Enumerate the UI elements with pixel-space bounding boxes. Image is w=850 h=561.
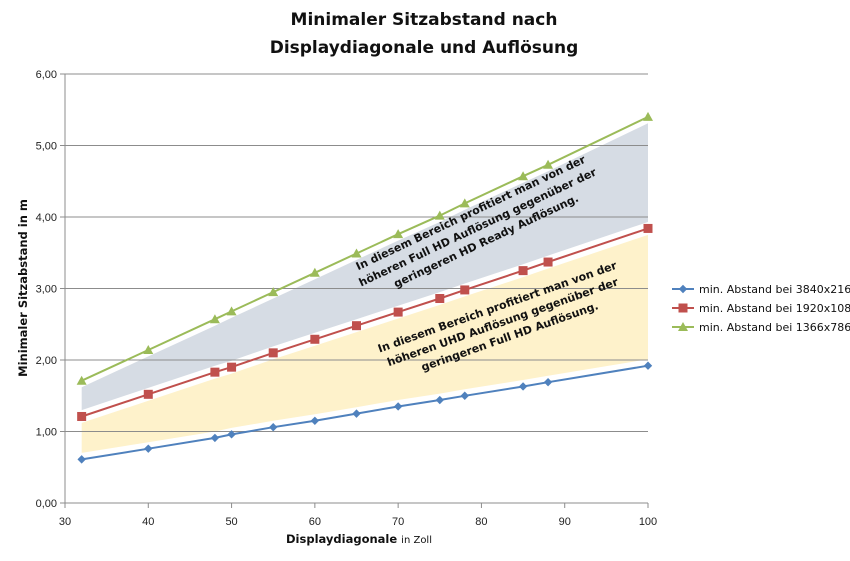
y-tick-label: 6,00 bbox=[36, 69, 57, 81]
data-point bbox=[435, 395, 444, 405]
data-point bbox=[309, 267, 320, 277]
data-point bbox=[393, 229, 404, 239]
data-point bbox=[459, 198, 470, 208]
data-point bbox=[435, 294, 445, 304]
data-point bbox=[226, 306, 237, 316]
series-min-abstand-bei-1366x786 bbox=[76, 111, 653, 385]
data-point bbox=[77, 411, 87, 421]
x-tick-label: 70 bbox=[392, 516, 404, 528]
data-point bbox=[77, 455, 86, 464]
data-point bbox=[209, 314, 220, 324]
data-point bbox=[518, 382, 528, 391]
x-axis-title: Displaydiagonale in Zoll bbox=[286, 532, 432, 546]
data-point bbox=[643, 111, 653, 121]
legend-item: min. Abstand bei 1920x1080 bbox=[672, 302, 850, 315]
data-point bbox=[352, 409, 361, 418]
legend-label: min. Abstand bei 1920x1080 bbox=[699, 302, 850, 315]
data-point bbox=[210, 367, 220, 377]
legend-item: min. Abstand bei 3840x2160 bbox=[672, 283, 850, 296]
y-tick-label: 2,00 bbox=[36, 355, 57, 367]
data-point bbox=[268, 287, 279, 297]
shaded-regions bbox=[81, 123, 648, 453]
data-point bbox=[643, 223, 653, 233]
x-axis-label-main: Displaydiagonale bbox=[286, 532, 397, 546]
chart-title-line-1: Minimaler Sitzabstand nach bbox=[291, 10, 558, 30]
legend-label: min. Abstand bei 3840x2160 bbox=[699, 283, 850, 296]
x-tick-label: 60 bbox=[309, 516, 321, 528]
legend-marker bbox=[678, 322, 688, 331]
data-point bbox=[268, 348, 278, 358]
data-point bbox=[643, 361, 653, 370]
y-tick-label: 1,00 bbox=[36, 427, 57, 439]
legend: min. Abstand bei 3840x2160 min. Abstand b… bbox=[672, 283, 850, 334]
data-point bbox=[227, 362, 237, 372]
data-point bbox=[543, 159, 554, 169]
data-point bbox=[310, 416, 320, 425]
series-min-abstand-bei-3840x2160 bbox=[77, 361, 653, 464]
x-tick-label: 90 bbox=[559, 516, 571, 528]
chart-title: Minimaler Sitzabstand nach Displaydiagon… bbox=[270, 10, 579, 58]
x-tick-labels: 30 40 50 60 70 80 90 100 bbox=[59, 516, 657, 528]
shaded-region-uhd bbox=[81, 234, 648, 453]
x-tick-label: 40 bbox=[142, 516, 154, 528]
x-tick-label: 100 bbox=[639, 516, 657, 528]
shaded-region-full-hd bbox=[81, 123, 648, 411]
x-tick-label: 50 bbox=[225, 516, 237, 528]
x-tick-label: 80 bbox=[475, 516, 487, 528]
data-point bbox=[518, 266, 528, 276]
y-tick-label: 5,00 bbox=[36, 141, 57, 153]
data-point bbox=[143, 344, 154, 354]
x-axis-label-unit: in Zoll bbox=[401, 535, 432, 546]
data-point bbox=[210, 433, 220, 443]
y-tick-label: 0,00 bbox=[36, 498, 57, 510]
legend-item: min. Abstand bei 1366x786 bbox=[672, 321, 850, 334]
data-point bbox=[351, 248, 362, 258]
x-tick-label: 30 bbox=[59, 516, 71, 528]
legend-marker bbox=[678, 303, 688, 313]
data-point bbox=[144, 444, 153, 453]
data-point bbox=[543, 257, 553, 267]
legend-marker bbox=[678, 284, 688, 294]
data-point bbox=[76, 375, 87, 385]
axes bbox=[60, 73, 649, 508]
y-tick-labels: 0,00 1,00 2,00 3,00 4,00 5,00 6,00 bbox=[36, 69, 57, 510]
data-point bbox=[393, 307, 403, 317]
data-point bbox=[393, 402, 403, 411]
y-tick-label: 4,00 bbox=[36, 212, 57, 224]
data-point bbox=[310, 334, 320, 344]
data-point bbox=[460, 285, 470, 295]
y-axis-label: Minimaler Sitzabstand in m bbox=[16, 199, 30, 377]
data-point bbox=[518, 171, 529, 181]
legend-label: min. Abstand bei 1366x786 bbox=[699, 321, 850, 334]
data-point bbox=[269, 423, 278, 432]
series-min-abstand-bei-1920x1080 bbox=[77, 223, 653, 421]
chart-title-line-2: Displaydiagonale und Auflösung bbox=[270, 38, 579, 58]
data-point bbox=[227, 430, 236, 439]
data-point bbox=[143, 389, 153, 399]
data-point bbox=[543, 377, 553, 387]
data-point bbox=[352, 321, 361, 331]
series-lines bbox=[76, 111, 653, 464]
data-point bbox=[460, 391, 469, 400]
gridlines bbox=[65, 73, 648, 432]
x-axis-label: Displaydiagonale in Zoll bbox=[286, 532, 432, 546]
y-tick-label: 3,00 bbox=[36, 284, 57, 296]
data-point bbox=[434, 210, 445, 220]
